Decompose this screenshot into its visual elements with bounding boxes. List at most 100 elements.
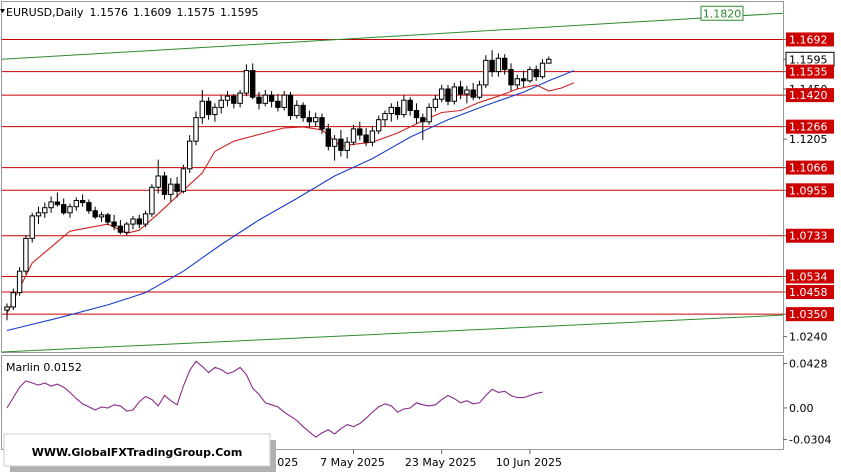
candle-body: [546, 58, 552, 64]
candle-13: [86, 199, 92, 214]
candle-18: [117, 219, 124, 235]
candle-body: [73, 200, 79, 208]
candle-39: [250, 63, 256, 100]
candle-body: [67, 206, 73, 214]
candle-77: [489, 50, 495, 77]
ohlc-open: 1.1576: [90, 6, 129, 19]
candle-24: [155, 159, 161, 194]
candle-74: [470, 82, 476, 101]
price-tick-label-13: 1.0240: [789, 331, 828, 344]
candle-12: [79, 194, 86, 207]
candle-46: [294, 100, 300, 119]
candle-body: [413, 109, 420, 119]
candle-47: [300, 102, 306, 122]
chart-header: EURUSD,Daily 1.1576 1.1609 1.1575 1.1595: [6, 6, 259, 19]
candle-body: [319, 117, 325, 130]
candle-80: [508, 63, 514, 92]
channel-label: 1.1820: [703, 7, 742, 20]
candle-body: [124, 223, 130, 233]
candle-5: [35, 206, 42, 225]
candle-62: [394, 101, 401, 120]
candle-33: [212, 103, 218, 122]
candle-70: [445, 84, 451, 106]
candle-body: [476, 84, 483, 98]
ohlc-high: 1.1609: [133, 6, 172, 19]
price-tick-label-7: 1.1066: [789, 162, 828, 175]
candle-body: [161, 175, 168, 195]
candle-69: [439, 84, 445, 103]
candle-body: [35, 212, 42, 217]
candle-34: [218, 95, 224, 114]
price-tag-bg-7: [786, 160, 834, 175]
candle-body: [325, 128, 332, 147]
candle-body: [287, 94, 294, 117]
channel-upper-line: [1, 12, 784, 60]
candle-body: [394, 106, 401, 116]
candle-0: [4, 303, 10, 321]
watermark-box: [3, 433, 271, 467]
candle-body: [350, 128, 357, 143]
candle-body: [86, 202, 92, 212]
ma-blue-line: [6, 70, 575, 332]
candle-86: [546, 56, 552, 64]
candle-57: [363, 127, 369, 147]
candle-body: [180, 168, 187, 192]
candle-body: [10, 292, 17, 308]
candle-22: [142, 210, 149, 228]
candle-body: [275, 100, 281, 108]
candle-body: [508, 69, 514, 86]
candle-9: [61, 198, 67, 215]
candle-body: [382, 113, 388, 121]
candle-body: [495, 57, 502, 73]
candle-54: [344, 137, 350, 159]
indicator-title: Marlin 0.0152: [6, 361, 82, 374]
candle-75: [476, 80, 483, 100]
ind-tick-label-1: 0.00: [789, 402, 814, 415]
candle-37: [237, 90, 243, 108]
candle-21: [136, 214, 143, 229]
candle-14: [92, 206, 98, 219]
ind-tick-label-2: -0.0304: [789, 434, 831, 447]
marlin-line: [6, 360, 543, 438]
candle-body: [237, 92, 243, 104]
candle-body: [218, 99, 224, 108]
candle-body: [489, 59, 495, 73]
candle-23: [149, 184, 155, 217]
candle-body: [457, 86, 464, 95]
candle-body: [527, 69, 533, 82]
candle-45: [287, 92, 294, 120]
candle-body: [451, 86, 458, 102]
time-tick-label-2: 23 May 2025: [405, 456, 477, 469]
candle-16: [105, 212, 111, 226]
candle-31: [199, 90, 206, 124]
candle-49: [313, 112, 319, 127]
candle-41: [262, 90, 269, 107]
candle-63: [401, 95, 407, 118]
candle-67: [426, 103, 432, 125]
price-tag-bg-5: [786, 119, 834, 134]
candle-body: [344, 141, 350, 151]
candle-10: [67, 203, 73, 218]
candle-27: [174, 177, 180, 198]
candle-body: [142, 213, 149, 225]
candle-body: [250, 70, 256, 98]
horizontal-levels: [2, 38, 783, 315]
candle-85: [539, 59, 546, 79]
candle-7: [48, 196, 54, 213]
time-tick-label-1: 7 May 2025: [320, 456, 385, 469]
candle-body: [42, 207, 48, 214]
candle-73: [464, 85, 470, 104]
price-tick-label-2: 1.1535: [789, 66, 828, 79]
candle-26: [168, 178, 174, 202]
ohlc-low: 1.1575: [177, 6, 216, 19]
price-tick-label-8: 1.0955: [789, 184, 828, 197]
candle-body: [212, 106, 218, 116]
candle-body: [376, 119, 382, 132]
channel-label-box: [700, 5, 744, 21]
candle-40: [256, 92, 262, 110]
candle-body: [136, 218, 143, 225]
candle-body: [111, 221, 117, 227]
price-tick-label-12: 1.0350: [789, 308, 828, 321]
price-tick-label-1: 1.1595: [789, 53, 828, 66]
